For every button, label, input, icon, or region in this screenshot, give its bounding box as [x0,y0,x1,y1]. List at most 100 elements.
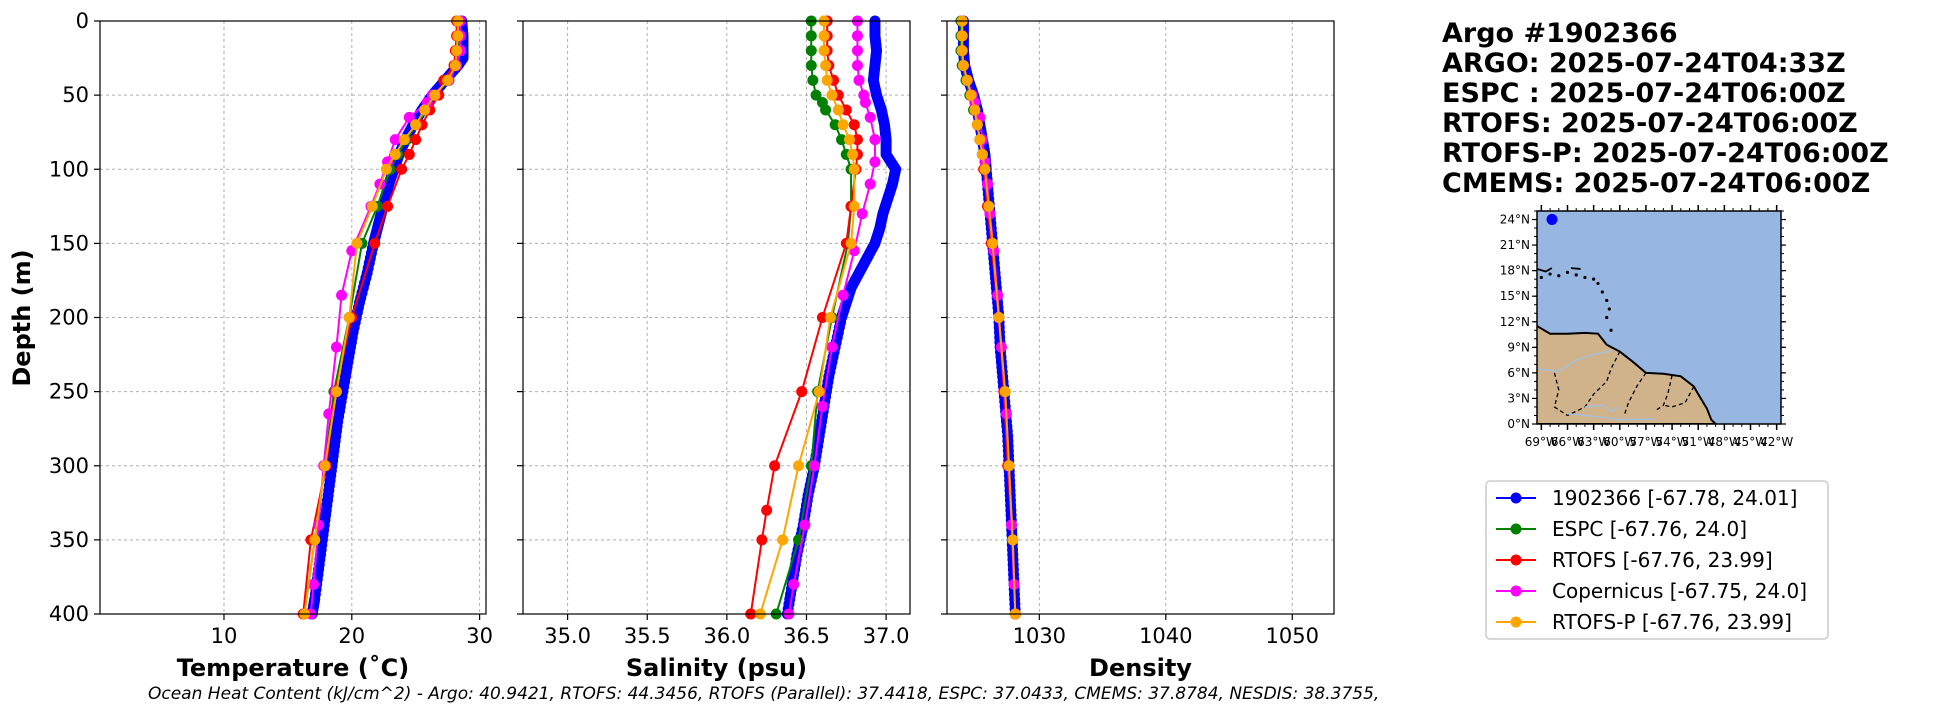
data-point-rtofs [840,104,852,116]
data-point-copernicus [837,289,849,301]
legend-label-rtofsp: RTOFS-P [-67.76, 23.99] [1552,610,1792,634]
map-island-coast [1537,267,1553,273]
x-tick-label: 10 [211,624,238,648]
data-point-rtofs [382,200,394,212]
data-point-rtofsp [956,45,968,57]
data-point-rtofs [410,134,422,146]
data-point-rtofsp [389,148,401,160]
data-point-rtofs [816,312,828,323]
data-point-copernicus [788,578,800,590]
map-island [1565,270,1570,274]
map-land [1537,324,1718,424]
data-point-rtofs [369,237,381,249]
map-island [1548,272,1552,276]
map-lat-label: 3°N [1507,391,1530,405]
data-point-copernicus [330,341,342,353]
data-point-copernicus [864,178,876,190]
title-line-cmems-time: CMEMS: 2025-07-24T06:00Z [1442,168,1870,199]
data-point-rtofsp [957,59,969,71]
data-point-rtofsp [410,119,422,131]
map-river [1537,349,1612,372]
data-point-copernicus [826,341,838,353]
data-point-espc [805,45,817,57]
data-point-copernicus [799,519,811,531]
location-map: 24°N 21°N 18°N 15°N 12°N 9°N 6°N 3°N 0°N 69°W66°W… [1500,205,1793,449]
y-tick-label: 50 [62,83,89,107]
data-point-espc [810,89,822,101]
data-point-rtofsp [956,30,968,42]
map-border [1654,375,1673,412]
map-lon-label: 45°W [1734,435,1767,449]
data-point-copernicus [856,208,868,220]
data-point-rtofsp [979,163,991,175]
data-point-rtofsp [398,134,410,146]
map-lat-label: 21°N [1500,238,1530,252]
data-point-rtofsp [848,163,860,175]
map-island [1605,315,1609,320]
data-point-rtofsp [845,237,857,249]
density-panel: 1030 1040 1050 Density [941,15,1335,682]
map-lon-label: 48°W [1708,435,1741,449]
legend-label-rtofs: RTOFS [-67.76, 23.99] [1552,548,1773,572]
data-point-rtofsp [452,30,464,42]
map-lon-label: 69°W [1525,435,1558,449]
data-point-rtofsp [1003,460,1015,472]
data-point-espc [805,59,817,71]
data-point-rtofsp [777,534,789,546]
data-point-rtofsp [429,89,441,101]
x-tick-label: 20 [338,624,365,648]
depth-axis-label: Depth (m) [8,249,36,386]
data-point-rtofsp [442,74,454,86]
data-point-copernicus [859,97,871,109]
map-border [1553,372,1568,417]
legend: 1902366 [-67.78, 24.01] ESPC [-67.76, 24.… [1485,480,1829,640]
data-point-espc [829,119,841,131]
data-point-copernicus [869,134,881,146]
data-point-rtofs [756,534,768,546]
data-point-rtofs [396,163,408,175]
map-lat-label: 9°N [1507,340,1530,354]
data-point-copernicus [851,45,863,57]
data-point-copernicus [336,289,348,301]
argo-float-marker [1546,213,1558,225]
x-tick-label: 1040 [1139,624,1192,648]
data-point-rtofsp [351,237,363,249]
map-island [1539,275,1543,280]
map-island [1607,307,1611,311]
data-point-rtofsp [983,200,995,212]
map-island [1583,275,1587,280]
title-line-rtofsp-time: RTOFS-P: 2025-07-24T06:00Z [1442,138,1889,169]
data-point-rtofsp [309,534,321,546]
data-point-rtofsp [380,163,392,175]
x-tick-label: 36.5 [783,624,830,648]
legend-marker-rtofs [1510,554,1522,566]
map-island [1557,274,1561,278]
legend-marker-rtofsp [1510,616,1522,628]
map-lon-label: 42°W [1760,435,1793,449]
data-point-rtofsp [826,89,838,101]
data-point-rtofsp [993,312,1005,323]
data-point-rtofsp [961,74,973,86]
data-point-espc [807,74,819,86]
y-tick-label: 400 [49,602,89,626]
data-point-rtofsp [832,104,844,116]
salinity-panel: 35.0 35.5 36.0 36.5 37.0 Salinity (psu) [517,15,911,682]
data-point-rtofsp [813,386,825,398]
data-point-copernicus [981,178,993,190]
map-frame [1536,210,1782,425]
x-tick-label: 1030 [1013,624,1066,648]
data-point-rtofsp [818,30,830,42]
data-point-rtofsp [965,89,977,101]
data-point-rtofsp [793,460,805,472]
data-point-rtofsp [974,134,986,146]
data-point-rtofsp [843,134,855,146]
data-point-espc [836,134,848,146]
y-tick-label: 150 [49,231,89,255]
data-point-copernicus [307,578,319,590]
ocean-heat-content-text: Ocean Heat Content (kJ/cm^2) - Argo: 40.… [148,684,1379,704]
map-river [1567,413,1655,421]
y-tick-label: 0 [76,9,89,33]
title-line-argo-id: Argo #1902366 [1442,18,1678,49]
data-point-rtofsp [999,386,1011,398]
y-tick-label: 250 [49,380,89,404]
